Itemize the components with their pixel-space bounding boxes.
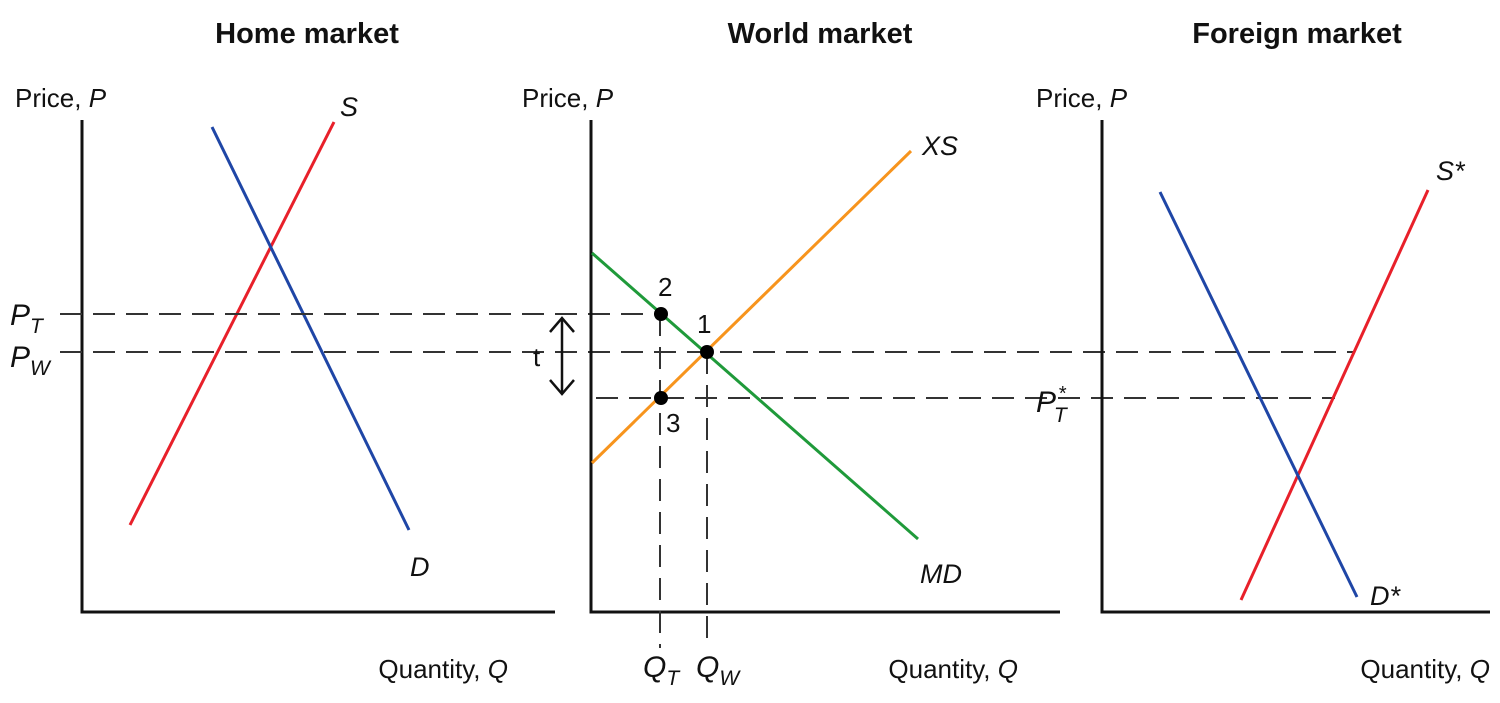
world-market-panel: World market Price, P Quantity, Q XS MD … xyxy=(522,18,1060,690)
pt-star-label: P * T xyxy=(1036,383,1069,427)
point-2-label: 2 xyxy=(658,272,672,302)
export-supply-curve xyxy=(590,149,913,465)
home-demand-label: D xyxy=(410,552,430,582)
home-market-title: Home market xyxy=(215,18,399,50)
world-quantity-axis-label: Quantity, Q xyxy=(888,654,1018,684)
foreign-market-title: Foreign market xyxy=(1192,18,1402,50)
foreign-market-panel: Foreign market Price, P Quantity, Q S* D… xyxy=(1036,18,1490,684)
world-price-axis-label: Price, P xyxy=(522,83,614,113)
home-axes xyxy=(80,120,555,614)
point-3-label: 3 xyxy=(666,408,680,438)
qt-label: QT xyxy=(643,651,681,690)
foreign-supply-curve xyxy=(1239,189,1430,601)
home-price-axis-label: Price, P xyxy=(15,83,107,113)
foreign-quantity-axis-label: Quantity, Q xyxy=(1360,654,1490,684)
foreign-demand-curve xyxy=(1158,191,1359,598)
foreign-price-axis-label: Price, P xyxy=(1036,83,1128,113)
home-supply-curve xyxy=(128,121,336,526)
point-3-dot xyxy=(654,391,668,405)
foreign-axes xyxy=(1100,120,1490,614)
pw-label: PW xyxy=(10,341,52,380)
tariff-label: t xyxy=(533,342,541,372)
home-quantity-axis-label: Quantity, Q xyxy=(378,654,508,684)
point-2-dot xyxy=(654,307,668,321)
home-demand-curve xyxy=(210,126,411,531)
home-market-panel: Home market Price, P Quantity, Q S D xyxy=(15,18,555,684)
point-1-label: 1 xyxy=(697,309,711,339)
foreign-demand-label: D* xyxy=(1370,581,1401,611)
point-1-dot xyxy=(700,345,714,359)
import-demand-label: MD xyxy=(920,559,962,589)
import-demand-curve xyxy=(591,251,919,541)
foreign-supply-label: S* xyxy=(1436,156,1466,186)
world-market-title: World market xyxy=(728,18,913,50)
home-supply-label: S xyxy=(340,92,358,122)
world-axes xyxy=(589,120,1060,614)
qw-label: QW xyxy=(696,651,741,690)
tariff-arrow xyxy=(549,316,575,396)
pt-label: PT xyxy=(10,299,45,338)
export-supply-label: XS xyxy=(921,131,958,161)
